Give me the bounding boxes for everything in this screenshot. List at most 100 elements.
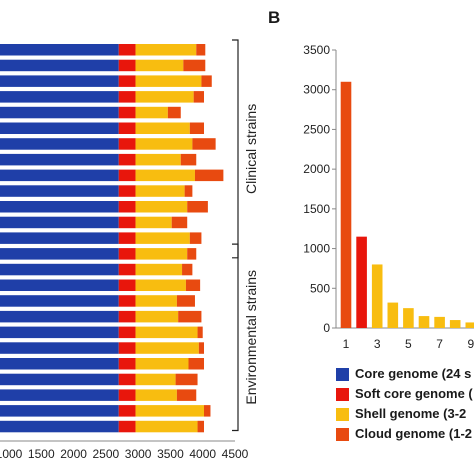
bar-a-row2-seg2 [118,59,136,72]
legend-label-soft-core: Soft core genome ( [355,386,473,401]
bar-a-row21-seg1 [0,358,119,370]
bar-a-row10-seg3 [135,185,185,197]
bar-a-row15-seg3 [135,263,183,276]
bar-a-row12-seg2 [118,216,136,229]
bar-a-row21-seg4 [188,358,205,370]
legend-label-core: Core genome (24 s [355,366,472,381]
bar-a-row17-seg1 [0,295,119,307]
bar-a-row7-seg4 [192,138,216,150]
bar-a-row3-seg3 [135,75,202,87]
bar-a-row4-seg2 [118,91,136,103]
bar-a-row7-seg1 [0,138,119,150]
bracket-environmental [232,243,239,432]
bar-a-row14-seg4 [187,248,197,260]
bar-a-row13-seg3 [135,232,190,244]
bar-a-row11-seg2 [118,201,136,213]
group-label-environmental: Environmental strains [243,270,259,405]
bar-a-row25-seg1 [0,420,119,433]
legend-label-shell: Shell genome (3-2 [355,406,467,421]
bar-a-row8-seg3 [135,153,181,166]
bar-b-7 [434,316,445,328]
bar-a-row8-seg1 [0,153,119,166]
bar-a-row16-seg4 [185,279,201,291]
bar-a-row22-seg1 [0,373,119,386]
bar-a-row23-seg2 [118,389,136,401]
bar-a-row1-seg3 [135,44,197,56]
bar-a-row5-seg3 [135,106,168,119]
tick-b-y-1500: 1500 [303,202,330,216]
panel-b-letter: B [268,8,281,27]
legend-swatch-shell [336,408,349,421]
bar-a-row24-seg1 [0,405,119,417]
tick-b-y-1000: 1000 [303,242,330,256]
bar-a-row17-seg3 [135,295,177,307]
bar-a-row14-seg2 [118,248,136,260]
bar-a-row19-seg4 [197,326,203,339]
tick-b-y-0: 0 [323,321,330,335]
bar-a-row5-seg4 [167,106,181,119]
bar-a-row3-seg4 [201,75,212,87]
bar-b-6 [418,316,430,328]
bar-b-3 [371,264,383,328]
bar-a-row13-seg4 [189,232,202,244]
bar-a-row2-seg1 [0,59,119,72]
bar-a-row20-seg3 [135,342,199,354]
bar-a-row9-seg3 [135,169,195,182]
bar-a-row3-seg1 [0,75,119,87]
bar-a-row7-seg3 [135,138,193,150]
tick-a-x-4500: 4500 [222,447,249,461]
bar-a-row23-seg4 [176,389,197,401]
bar-a-row12-seg1 [0,216,119,229]
tick-a-x-3000: 3000 [125,447,152,461]
bar-a-row3-seg2 [118,75,136,87]
bar-a-row4-seg4 [193,91,205,103]
bar-a-row6-seg4 [189,122,205,134]
bar-a-row10-seg4 [184,185,193,197]
bar-a-row20-seg4 [198,342,205,354]
group-label-clinical: Clinical strains [243,104,259,194]
bar-a-row4-seg1 [0,91,119,103]
bar-a-row11-seg4 [187,201,208,213]
bar-a-row14-seg1 [0,248,119,260]
bar-b-9 [465,322,474,328]
legend-label-cloud: Cloud genome (1-2 [355,426,473,441]
bar-a-row5-seg2 [118,106,136,119]
bar-a-row22-seg2 [118,373,136,386]
legend-swatch-soft-core [336,388,349,401]
bar-a-row11-seg3 [135,201,188,213]
bar-a-row9-seg1 [0,169,119,182]
tick-a-x-2500: 2500 [93,447,120,461]
bar-a-row21-seg2 [118,358,136,370]
bar-a-row18-seg4 [178,310,202,323]
tick-b-x-9: 9 [467,337,474,351]
bar-a-row22-seg4 [175,373,198,386]
tick-a-x-2000: 2000 [60,447,87,461]
tick-b-x-5: 5 [405,337,412,351]
bar-b-8 [449,320,461,328]
bar-a-row9-seg4 [194,169,224,182]
bar-b-4 [387,302,399,328]
bar-a-row25-seg3 [135,420,198,433]
bar-a-row19-seg3 [135,326,198,339]
bar-a-row1-seg1 [0,44,119,56]
bar-a-row7-seg2 [118,138,136,150]
bar-b-1 [340,81,352,329]
bar-a-row18-seg1 [0,310,119,323]
bar-a-row9-seg2 [118,169,136,182]
bar-a-row6-seg1 [0,122,119,134]
bar-a-row12-seg3 [135,216,172,229]
bar-a-row24-seg4 [204,405,211,417]
tick-a-x-1000: 1000 [0,447,23,461]
bar-a-row6-seg3 [135,122,190,134]
bar-a-row23-seg3 [135,389,177,401]
bar-a-row18-seg2 [118,310,136,323]
bar-a-row13-seg2 [118,232,136,244]
bar-a-row25-seg4 [197,420,205,433]
tick-a-x-3500: 3500 [157,447,184,461]
tick-b-x-7: 7 [436,337,443,351]
bracket-clinical [232,39,239,259]
bar-a-row15-seg2 [118,263,136,276]
bar-a-row17-seg4 [176,295,195,307]
